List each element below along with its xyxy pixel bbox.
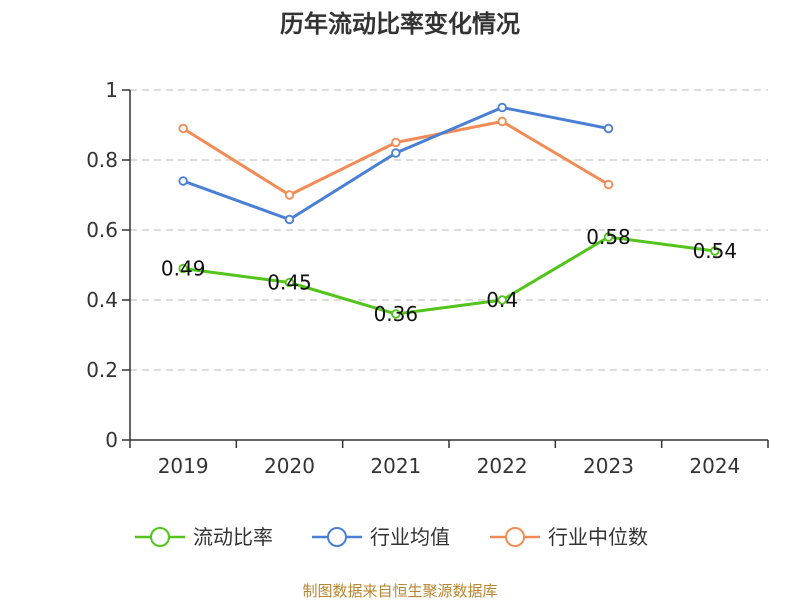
chart-title: 历年流动比率变化情况 (280, 10, 520, 38)
x-tick-label: 2019 (158, 454, 209, 478)
data-label: 0.4 (486, 288, 518, 312)
series-line-0 (182, 235, 716, 316)
y-tick-label: 0.6 (86, 218, 118, 242)
axis-layer: 0 0.2 0.4 0.6 0.8 1 2019 2020 2021 2022 2023 2024 (86, 78, 769, 478)
data-label: 0.45 (267, 271, 312, 295)
data-label: 0.58 (586, 225, 631, 249)
data-source-text: 制图数据来自恒生聚源数据库 (302, 582, 497, 600)
data-point-series-2 (497, 116, 507, 127)
data-label: 0.54 (693, 239, 738, 263)
y-tick-label: 1 (105, 78, 118, 102)
legend-marker-1 (327, 527, 347, 547)
legend-marker-2 (505, 527, 525, 547)
y-tick-label: 0.8 (86, 148, 118, 172)
data-point-series-0 (178, 263, 188, 274)
series-line-2 (182, 120, 610, 197)
x-tick-label: 2021 (370, 454, 421, 478)
y-tick-label: 0.4 (86, 288, 118, 312)
legend-item-0: 流动比率 (193, 525, 273, 549)
data-point-series-1 (497, 102, 507, 113)
data-point-series-0 (603, 232, 614, 242)
legend[interactable]: 流动比率 行业均值 行业中位数 (135, 525, 648, 549)
data-point-series-1 (284, 214, 295, 225)
data-point-series-0 (391, 309, 401, 319)
legend-marker-0 (150, 527, 170, 547)
data-point-series-0 (284, 277, 295, 288)
data-point-series-0 (710, 246, 720, 256)
data-point-series-1 (178, 176, 188, 186)
data-point-series-2 (391, 137, 401, 148)
data-label: 0.36 (374, 302, 419, 326)
x-tick-label: 2020 (264, 454, 315, 478)
x-tick-label: 2024 (689, 454, 740, 478)
data-point-series-0 (497, 295, 507, 305)
y-tick-label: 0.2 (86, 358, 118, 382)
data-label: 0.49 (161, 257, 206, 281)
grid-layer (130, 89, 768, 371)
x-tick-label: 2023 (583, 454, 634, 478)
data-point-series-2 (284, 190, 295, 200)
x-tick-label: 2022 (477, 454, 528, 478)
legend-item-2: 行业中位数 (548, 525, 648, 549)
data-point-series-1 (603, 123, 614, 134)
data-point-series-2 (603, 179, 614, 190)
legend-item-1: 行业均值 (370, 525, 450, 549)
data-point-series-1 (391, 148, 401, 158)
data-point-series-2 (178, 123, 188, 134)
series-layer: 0.49 0.45 0.36 0.4 0.58 0.54 (161, 102, 738, 326)
y-tick-label: 0 (105, 428, 118, 452)
series-line-1 (182, 106, 609, 221)
